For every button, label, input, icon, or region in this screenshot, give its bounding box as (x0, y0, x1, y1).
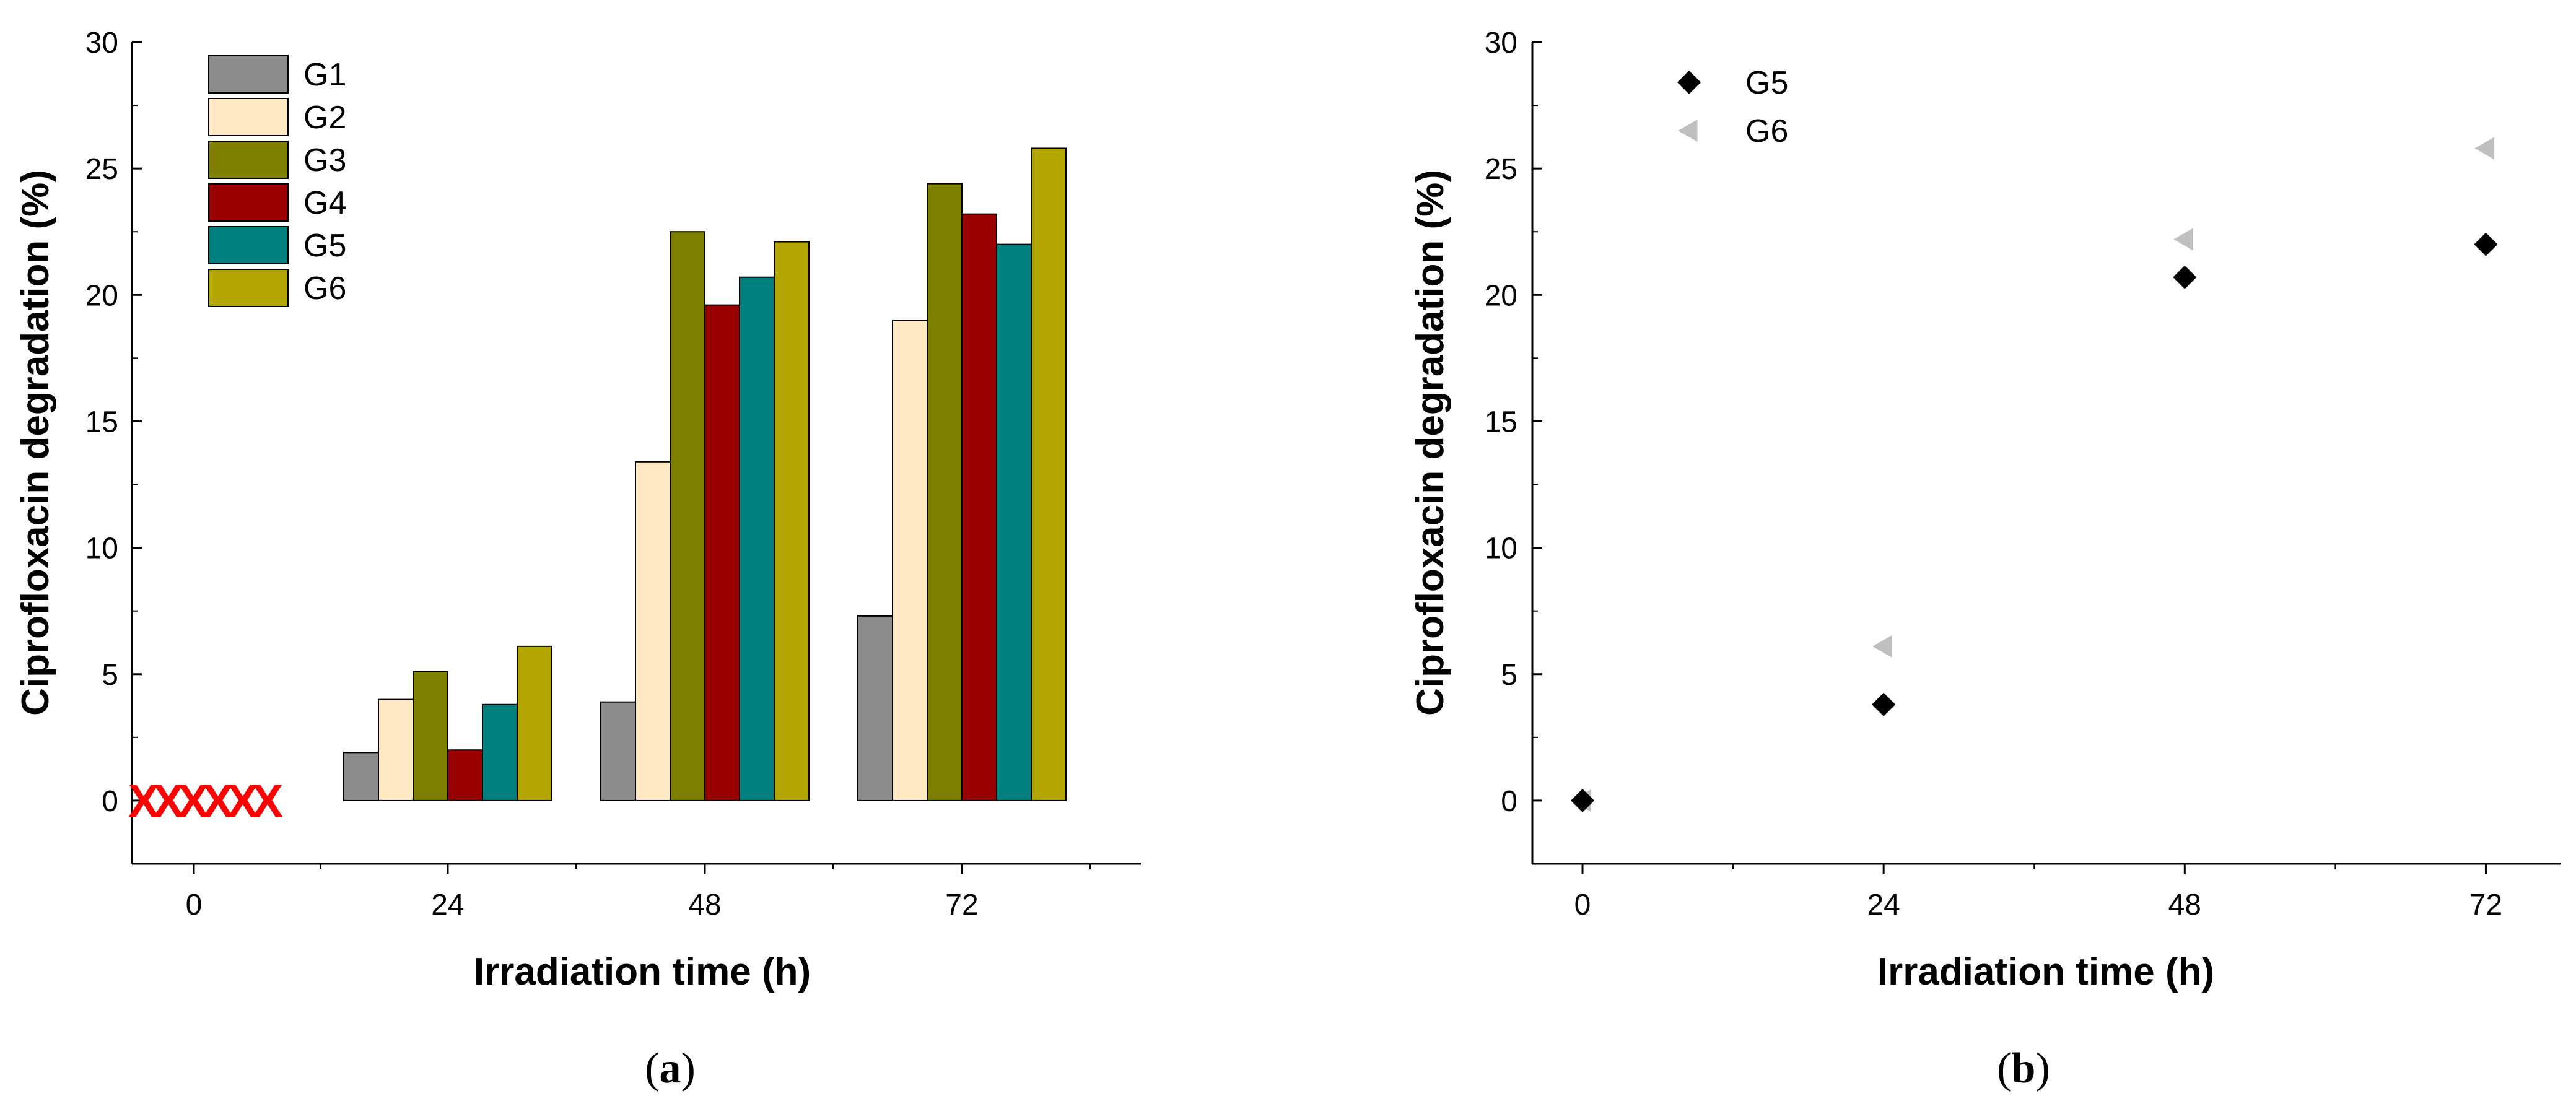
panel-b-y-tick-label: 20 (1485, 279, 1517, 312)
legend-swatch-g4 (208, 183, 289, 222)
panel-b-y-tick-label: 30 (1485, 27, 1517, 59)
panel-b-x-tick-label: 24 (1867, 889, 1900, 921)
panel-a-y-tick-label: 30 (85, 27, 118, 59)
panel-a-legend: G1 G2 G3 G4 G5 G6 (208, 55, 346, 307)
panel-b-y-tick-label: 25 (1485, 153, 1517, 186)
panel-b-plot-area (1531, 42, 2561, 865)
bar-g4 (704, 304, 740, 801)
panel-a-y-tick-label: 0 (102, 785, 118, 818)
point-g6 (2173, 228, 2193, 251)
zero-marker-g3: X (178, 775, 209, 828)
panel-b-y-tick-label: 15 (1485, 406, 1517, 438)
legend-label-g4: G4 (303, 185, 346, 221)
bar-g6 (517, 645, 552, 801)
legend-label-g3: G3 (303, 142, 346, 178)
panel-a-x-tick-label: 24 (431, 889, 464, 921)
panel-a-y-tick-label: 20 (85, 279, 118, 312)
point-g5 (2173, 265, 2197, 289)
point-g5 (1872, 692, 1896, 716)
panel-b-y-tick-label: 0 (1501, 785, 1517, 818)
bar-g4 (447, 749, 483, 801)
bar-g5 (482, 703, 518, 801)
panel-a-y-tick-label: 5 (102, 659, 118, 692)
legend-swatch-g2 (208, 98, 289, 136)
panel-b-y-tick-label: 5 (1501, 659, 1517, 692)
zero-marker-g1: X (128, 775, 160, 828)
panel-b-y-ticks: 0 5 10 15 20 25 30 (1485, 27, 1542, 818)
point-g5 (1571, 788, 1595, 812)
bar-g3 (927, 183, 963, 801)
panel-a-y-tick-label: 15 (85, 406, 118, 438)
legend-swatch-g1 (208, 55, 289, 94)
bar-g4 (961, 213, 997, 801)
legend-label-g5: G5 (1745, 65, 1788, 101)
panel-a-y-ticks: 0 5 10 15 20 25 30 (85, 27, 142, 818)
bar-g1 (857, 615, 893, 801)
panel-a-plot-area (131, 42, 1141, 865)
panel-a-x-tick-label: 0 (186, 889, 203, 921)
panel-a-y-tick-label: 10 (85, 533, 118, 565)
panel-a-y-tick-label: 25 (85, 153, 118, 186)
zero-marker-g4: X (203, 775, 234, 828)
legend-marker-g5 (1677, 71, 1701, 94)
legend-label-g1: G1 (303, 57, 346, 93)
legend-label-g5: G5 (303, 228, 346, 264)
legend-label-g2: G2 (303, 100, 346, 136)
panel-b-x-tick-label: 72 (2469, 889, 2502, 921)
legend-swatch-g5 (208, 226, 289, 264)
bar-g2 (635, 461, 671, 801)
panel-b-caption: (b) (1997, 1045, 2050, 1092)
panel-a-x-tick-label: 48 (688, 889, 721, 921)
bar-g5 (739, 276, 775, 801)
bar-g1 (343, 752, 379, 801)
bar-g6 (1031, 147, 1067, 801)
panel-a-bars (343, 147, 1067, 801)
panel-b-y-tick-label: 10 (1485, 533, 1517, 565)
panel-b-x-tick-label: 48 (2168, 889, 2201, 921)
legend-label-g6: G6 (1745, 113, 1788, 149)
panel-b-y-axis-title: Ciprofloxacin degradation (%) (1409, 170, 1452, 716)
bar-g3 (413, 671, 448, 801)
point-g6 (1872, 635, 1892, 658)
panel-b-x-axis-title: Irradiation time (h) (1877, 950, 2214, 993)
panel-a-caption: (a) (645, 1045, 696, 1092)
bar-g1 (600, 701, 636, 801)
panel-a-x-ticks: 0 24 48 72 (186, 864, 1091, 921)
point-g6 (2474, 137, 2494, 160)
legend-swatch-g6 (208, 269, 289, 307)
legend-swatch-g3 (208, 141, 289, 179)
panel-a-y-axis-title: Ciprofloxacin degradation (%) (14, 170, 57, 716)
panel-b-points (1571, 137, 2498, 812)
legend-label-g6: G6 (303, 271, 346, 307)
point-g5 (2474, 232, 2498, 256)
panel-a-x-axis-title: Irradiation time (h) (474, 950, 811, 993)
zero-marker-g2: X (153, 775, 185, 828)
zero-marker-g5: X (227, 775, 259, 828)
bar-g5 (996, 243, 1032, 801)
panel-a-x-tick-label: 72 (945, 889, 978, 921)
bar-g2 (378, 698, 414, 801)
panel-b-x-tick-label: 0 (1574, 889, 1591, 921)
bar-g2 (892, 320, 928, 801)
bar-g6 (774, 241, 810, 801)
bar-g3 (670, 231, 705, 801)
zero-marker-g6: X (252, 775, 284, 828)
panel-b-x-ticks: 0 24 48 72 (1574, 864, 2502, 921)
legend-marker-g6 (1678, 120, 1698, 142)
